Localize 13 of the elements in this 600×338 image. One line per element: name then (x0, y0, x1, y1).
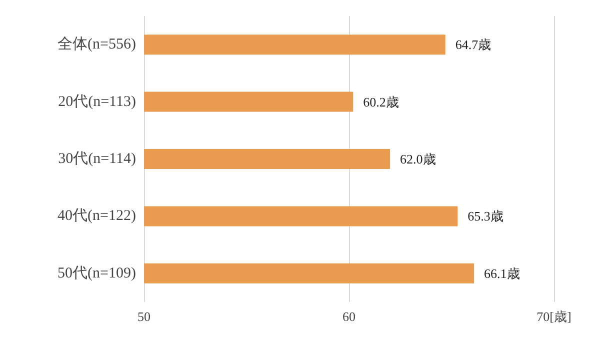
data-label: 62.0歳 (400, 152, 436, 166)
y-tick-label: 20代(n=113) (58, 94, 136, 110)
y-tick-label: 30代(n=114) (58, 151, 136, 167)
x-tick-label: 50 (138, 309, 150, 324)
x-tick-label: 70[歳] (536, 309, 572, 324)
x-tick-label: 60 (342, 309, 356, 324)
data-label: 60.2歳 (363, 94, 399, 110)
data-label: 64.7歳 (455, 37, 492, 52)
y-tick-label: 全体(n=556) (58, 36, 136, 53)
y-tick-label: 50代(n=109) (58, 265, 136, 282)
data-label: 66.1歳 (484, 266, 520, 281)
y-tick-label: 40代(n=122) (58, 208, 136, 224)
data-label: 65.3歳 (468, 208, 504, 224)
